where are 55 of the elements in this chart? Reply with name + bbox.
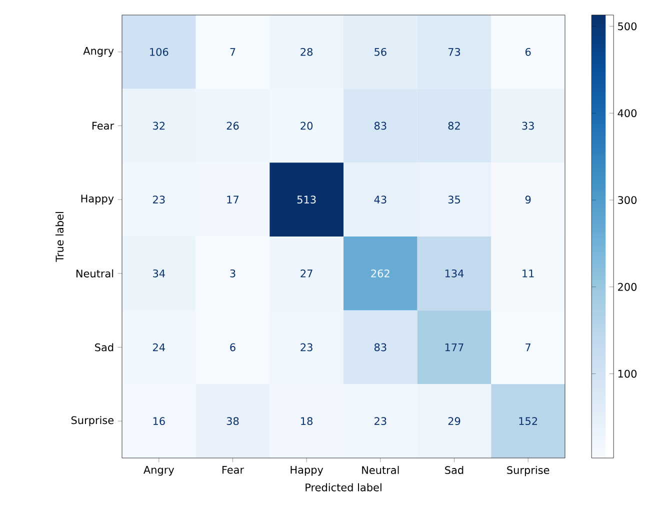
data-label: 26 — [226, 122, 239, 130]
y-tick-label: Angry — [83, 47, 114, 57]
data-label: 83 — [374, 343, 386, 352]
y-tick-label: Happy — [81, 194, 114, 204]
x-tick-label: Angry — [144, 466, 174, 476]
data-label: 16 — [153, 417, 165, 426]
y-tick-label: Surprise — [71, 416, 114, 426]
data-label: 262 — [371, 269, 390, 278]
y-tick-label: Fear — [92, 122, 114, 130]
data-label: 24 — [153, 343, 165, 352]
color-bar-label: 300 — [618, 196, 637, 204]
data-label: 152 — [519, 417, 538, 426]
data-label: 33 — [522, 122, 534, 130]
x-tick-label: Happy — [290, 466, 324, 476]
color-bar-label: 400 — [618, 109, 637, 118]
data-label: 35 — [448, 196, 460, 204]
y-axis-title: True label — [56, 212, 64, 262]
data-label: 82 — [448, 122, 460, 130]
data-label: 23 — [153, 196, 165, 204]
data-label: 177 — [445, 343, 464, 352]
data-label: 28 — [300, 48, 313, 56]
data-label: 32 — [153, 122, 165, 130]
data-label: 18 — [301, 417, 313, 426]
data-label: 3 — [230, 269, 236, 278]
data-label: 513 — [297, 196, 316, 204]
data-label: 17 — [227, 196, 238, 204]
x-tick-label: Surprise — [507, 466, 550, 476]
y-tick-label: Neutral — [76, 269, 114, 278]
data-label: 134 — [445, 269, 464, 278]
x-tick-label: Neutral — [362, 466, 399, 474]
data-label: 7 — [230, 48, 236, 56]
data-label: 20 — [300, 122, 313, 130]
data-label: 38 — [226, 417, 239, 426]
data-label: 9 — [525, 196, 531, 204]
x-axis-title: Predicted label — [306, 483, 382, 492]
data-label: 23 — [374, 417, 386, 426]
data-label: 23 — [300, 343, 312, 352]
data-label: 73 — [448, 48, 460, 56]
color-bar-label: 100 — [618, 370, 637, 378]
data-label: 6 — [230, 343, 236, 352]
data-label: 29 — [448, 417, 460, 426]
data-label: 56 — [374, 48, 386, 56]
data-label: 34 — [153, 269, 165, 278]
data-label: 6 — [525, 48, 531, 56]
data-label: 11 — [522, 270, 534, 278]
data-label: 106 — [150, 48, 168, 56]
data-label: 83 — [374, 122, 386, 130]
y-tick-label: Sad — [95, 343, 114, 352]
data-label: 7 — [526, 343, 531, 352]
data-label: 43 — [374, 196, 386, 204]
data-label: 27 — [300, 270, 312, 278]
color-bar-label: 500 — [618, 22, 637, 30]
color-bar-label: 200 — [618, 282, 637, 291]
x-tick-label: Fear — [222, 466, 244, 474]
x-tick-label: Sad — [445, 466, 464, 474]
